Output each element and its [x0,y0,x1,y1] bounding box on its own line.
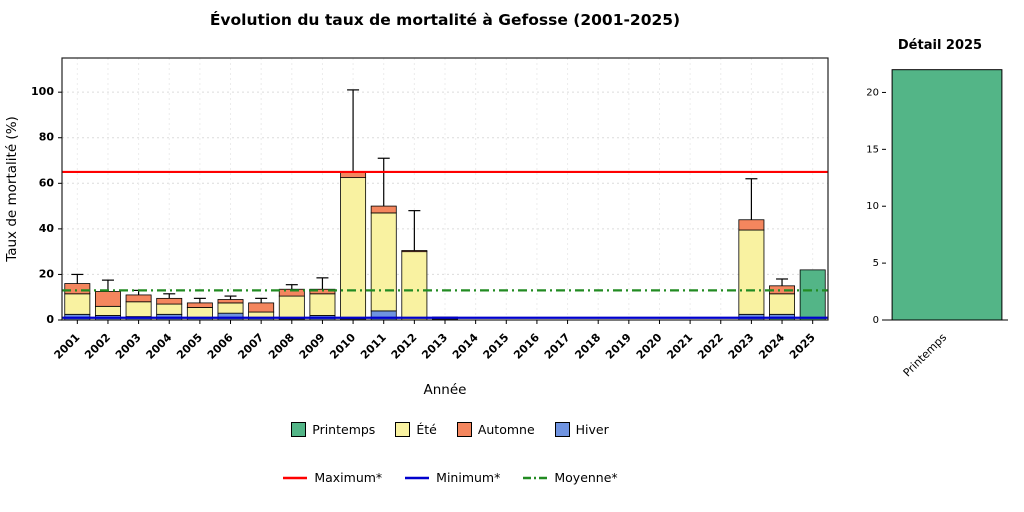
x-tick-label: 2022 [695,331,726,362]
chart-title: Évolution du taux de mortalité à Gefosse… [209,11,681,29]
bar-segment [64,293,91,315]
x-tick-label: 2002 [82,331,113,362]
bar-segment [217,312,244,321]
legend-line-icon [283,476,308,479]
y-tick-label: 100 [31,85,54,98]
legend-item-hiver: Hiver [554,422,609,437]
x-tick-label: 2012 [389,331,420,362]
season-legend: Printemps Été Automne Hiver [0,422,900,437]
legend-line-icon [405,476,430,479]
legend-line-icon [523,476,548,479]
bar-segment [186,307,213,319]
legend-label: Minimum* [436,470,501,485]
legend-item-été: Été [395,422,437,437]
x-tick-label: 2015 [481,331,512,362]
bar-segment [309,293,336,316]
y-tick-label: 0 [46,313,54,326]
x-tick-label: 2001 [52,331,83,362]
x-tick-label: 2023 [726,331,757,362]
bar-segment [186,302,213,308]
y-tick-label: 20 [39,267,55,280]
legend-label: Moyenne* [554,470,618,485]
bar-segment [94,291,121,307]
y-tick-label: 20 [866,87,879,98]
legend-label: Printemps [312,422,376,437]
y-axis-title: Taux de mortalité (%) [4,116,20,263]
reference-line-legend: Maximum* Minimum* Moyenne* [0,470,900,485]
x-tick-label: 2025 [787,331,818,362]
bar-segment [125,294,152,303]
bar-segment [401,251,428,321]
bar-segment [340,177,367,320]
x-tick-label: 2016 [511,331,542,362]
legend-label: Hiver [575,422,609,437]
x-tick-label: 2004 [144,331,175,362]
bar-segment [738,229,765,315]
legend-swatch-icon [456,422,472,437]
x-tick-label: Printemps [901,331,950,380]
legend-label: Été [416,422,437,437]
bar-segment [738,219,765,231]
detail-bar [891,69,1003,321]
bar-segment [156,297,183,305]
y-tick-label: 15 [866,144,879,155]
legend-item-moyenne: Moyenne* [522,470,618,485]
legend-label: Maximum* [314,470,383,485]
bar-segment [248,302,275,313]
x-tick-label: 2003 [113,331,144,362]
detail-bar-chart: 0 5 10 15 20 Printemps [866,69,1008,380]
bar-segment [217,299,244,304]
x-tick-label: 2013 [419,331,450,362]
x-tick-label: 2010 [327,331,358,362]
legend-swatch-icon [395,422,411,437]
y-tick-label: 80 [39,131,55,144]
legend-swatch-icon [291,422,307,437]
bar-segment [125,301,152,317]
x-tick-label: 2005 [174,331,205,362]
y-tick-label: 10 [866,201,879,212]
detail-chart-title: Détail 2025 [897,38,983,53]
bar-segment [156,303,183,315]
bar-segment [401,250,428,253]
x-tick-label: 2009 [297,331,328,362]
bar-segment [769,293,796,315]
legend-item-automne: Automne [456,422,535,437]
legend-label: Automne [477,422,535,437]
legend-swatch-icon [554,422,570,437]
bar-segment [278,295,305,320]
x-tick-label: 2008 [266,331,297,362]
legend-item-maximum: Maximum* [282,470,382,485]
x-tick-label: 2006 [205,331,236,362]
y-tick-label: 40 [39,222,55,235]
x-tick-label: 2011 [358,331,389,362]
bar-segment [370,205,397,214]
bar-segment [94,305,121,316]
x-tick-label: 2018 [572,331,603,362]
x-tick-label: 2007 [235,331,266,362]
bar-segment [217,302,244,314]
x-tick-label: 2017 [542,331,573,362]
x-axis-title: Année [424,382,467,398]
y-tick-label: 60 [39,176,55,189]
y-tick-label: 0 [873,315,879,326]
x-tick-label: 2024 [756,331,787,362]
legend-item-printemps: Printemps [291,422,375,437]
x-tick-label: 2019 [603,331,634,362]
bar-segment [799,269,826,321]
y-tick-label: 5 [873,258,879,269]
bar-segment [64,283,91,295]
x-tick-label: 2020 [634,331,665,362]
bar-segment [370,212,397,312]
x-tick-label: 2021 [664,331,695,362]
x-tick-label: 2014 [450,331,481,362]
legend-item-minimum: Minimum* [404,470,500,485]
main-stacked-bar-chart: 0 20 40 60 80 100 2001 2002 2003 2004 2005 2006 2007… [4,57,829,398]
